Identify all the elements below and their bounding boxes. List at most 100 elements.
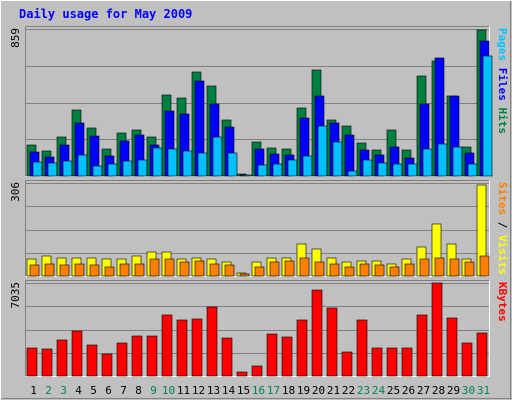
x-tick-label-day-30: 30: [462, 384, 475, 397]
bar-sites-day-1: [29, 264, 40, 277]
bar-sites-day-10: [164, 258, 175, 277]
bar-sites-day-24: [374, 264, 385, 277]
bar-pages-day-24: [377, 162, 388, 177]
x-tick-label-day-7: 7: [120, 384, 127, 397]
bar-sites-day-31: [479, 255, 490, 277]
bar-pages-day-20: [317, 125, 328, 177]
y-axis-max-label: 859: [9, 28, 22, 48]
x-tick-label-day-20: 20: [312, 384, 325, 397]
x-tick-label-day-17: 17: [267, 384, 280, 397]
bar-pages-day-18: [287, 159, 298, 177]
bar-pages-day-9: [152, 147, 163, 177]
bar-pages-day-27: [422, 148, 433, 177]
bar-sites-day-27: [419, 258, 430, 277]
bar-sites-day-12: [194, 260, 205, 277]
x-axis-labels: 1 2 3 4 5 6 7 8 9 10 11 12 13 14 15 16 17 18 19 20 21 22 23 24 2…: [30, 384, 490, 397]
x-tick-label-day-27: 27: [417, 384, 430, 397]
bar-kbytes-day-13: [206, 306, 218, 377]
bar-kbytes-day-8: [131, 335, 143, 377]
bar-kbytes-day-7: [116, 342, 128, 377]
bar-pages-day-8: [137, 159, 148, 177]
bar-sites-day-18: [284, 260, 295, 277]
bar-sites-day-11: [179, 261, 190, 277]
legend-entry: KBytes: [496, 282, 509, 322]
x-tick-label-day-29: 29: [447, 384, 460, 397]
chart-title: Daily usage for May 2009: [19, 7, 192, 21]
bar-kbytes-day-3: [56, 339, 68, 377]
bar-kbytes-day-24: [371, 347, 383, 377]
bar-pages-day-25: [392, 163, 403, 177]
x-tick-label-day-22: 22: [342, 384, 355, 397]
bar-kbytes-day-15: [236, 371, 248, 377]
bar-sites-day-13: [209, 263, 220, 277]
x-tick-label-day-19: 19: [297, 384, 310, 397]
bar-sites-day-6: [104, 266, 115, 277]
x-tick-label-day-3: 3: [60, 384, 67, 397]
bar-pages-day-7: [122, 160, 133, 177]
bar-kbytes-day-18: [281, 336, 293, 377]
bar-kbytes-day-1: [26, 347, 38, 377]
bar-kbytes-day-21: [326, 307, 338, 377]
bar-pages-day-29: [452, 146, 463, 177]
bar-pages-day-30: [467, 163, 478, 177]
panel-middle: 306 Sites / Visits: [9, 180, 509, 277]
bar-sites-day-2: [44, 263, 55, 277]
panel-legend: Sites / Visits: [496, 182, 509, 275]
bar-pages-day-31: [482, 55, 493, 177]
bar-pages-day-12: [197, 152, 208, 177]
x-tick-label-day-15: 15: [237, 384, 250, 397]
bar-sites-day-30: [464, 261, 475, 277]
bar-sites-day-29: [449, 258, 460, 277]
bar-kbytes-day-9: [146, 335, 158, 377]
x-tick-label-day-2: 2: [45, 384, 52, 397]
bar-pages-day-10: [167, 148, 178, 177]
bar-pages-day-11: [182, 150, 193, 177]
legend-entry: Sites: [496, 182, 509, 215]
bar-kbytes-day-27: [416, 314, 428, 377]
bar-pages-day-14: [227, 152, 238, 177]
x-tick-label-day-14: 14: [222, 384, 236, 397]
bar-sites-day-22: [344, 266, 355, 277]
x-tick-label-day-6: 6: [105, 384, 112, 397]
bar-pages-day-21: [332, 141, 343, 177]
x-tick-label-day-21: 21: [327, 384, 340, 397]
bar-kbytes-day-29: [446, 317, 458, 377]
bar-kbytes-day-10: [161, 314, 173, 377]
x-tick-label-day-31: 31: [477, 384, 490, 397]
bar-sites-day-9: [149, 258, 160, 277]
bar-pages-day-6: [107, 163, 118, 177]
bar-sites-day-25: [389, 266, 400, 277]
bar-kbytes-day-6: [101, 353, 113, 377]
bar-pages-day-15: [242, 174, 253, 177]
panel-legend: Pages Files Hits: [496, 28, 509, 134]
panel-legend: KBytes: [496, 282, 509, 322]
bar-kbytes-day-12: [191, 318, 203, 377]
bar-kbytes-day-5: [86, 344, 98, 377]
bar-kbytes-day-11: [176, 319, 188, 377]
bar-sites-day-5: [89, 264, 100, 277]
x-tick-label-day-13: 13: [207, 384, 220, 397]
bar-kbytes-day-2: [41, 348, 53, 377]
bar-pages-day-16: [257, 164, 268, 177]
bar-sites-day-20: [314, 261, 325, 277]
bar-pages-day-19: [302, 155, 313, 177]
bar-sites-day-21: [329, 263, 340, 277]
x-tick-label-day-1: 1: [30, 384, 37, 397]
bar-pages-day-1: [32, 161, 43, 177]
bar-kbytes-day-22: [341, 351, 353, 377]
x-tick-label-day-9: 9: [150, 384, 157, 397]
legend-entry: Hits: [496, 101, 509, 134]
x-tick-label-day-28: 28: [432, 384, 445, 397]
panel-bottom: 7035 KBytes: [9, 280, 509, 377]
y-axis-max-label: 306: [9, 182, 22, 202]
bar-pages-day-17: [272, 163, 283, 177]
bar-kbytes-day-30: [461, 342, 473, 377]
x-tick-label-day-4: 4: [75, 384, 82, 397]
bar-pages-day-4: [77, 154, 88, 177]
x-tick-label-day-16: 16: [252, 384, 265, 397]
x-tick-label-day-26: 26: [402, 384, 415, 397]
bar-sites-day-8: [134, 263, 145, 277]
x-tick-label-day-5: 5: [90, 384, 97, 397]
bar-kbytes-day-14: [221, 337, 233, 377]
bar-pages-day-26: [407, 163, 418, 177]
